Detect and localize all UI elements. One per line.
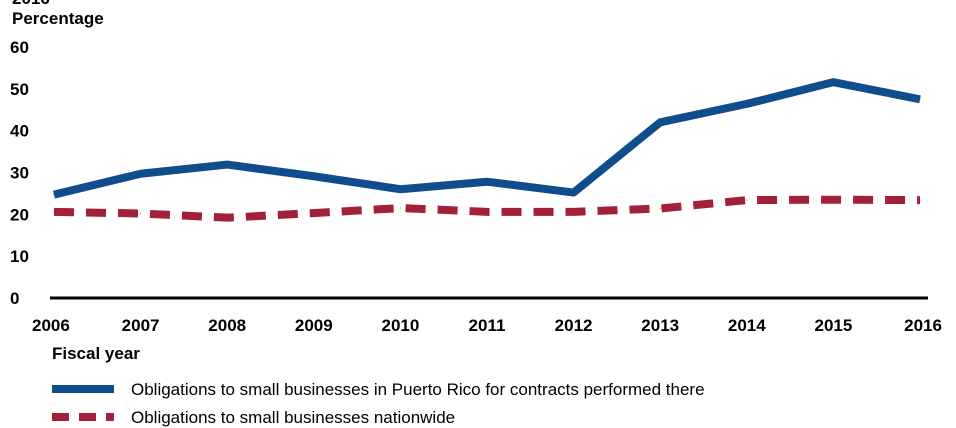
data-point [919,98,921,100]
data-point [140,173,142,175]
x-tick-label: 2011 [469,316,506,335]
y-tick-label: 50 [10,80,29,99]
data-point [746,103,748,105]
data-point [659,121,661,123]
data-point [53,211,55,213]
y-tick-label: 60 [10,38,29,57]
chart-title: 2016 [12,0,50,8]
data-point [399,188,401,190]
y-axis-title: Percentage [12,9,104,28]
data-point [919,199,921,201]
data-point [832,199,834,201]
data-point [226,164,228,166]
series-lines [53,78,921,222]
x-tick-label: 2014 [728,316,766,335]
x-tick-label: 2008 [208,316,246,335]
x-tick-label: 2006 [32,316,70,335]
x-tick-label: 2009 [295,316,333,335]
x-axis-title: Fiscal year [52,344,140,363]
y-tick-label: 10 [10,247,29,266]
data-point [573,192,575,194]
series-line-0 [53,78,921,199]
legend-label: Obligations to small businesses in Puert… [131,380,705,399]
data-point [486,181,488,183]
data-point [313,212,315,214]
y-tick-label: 20 [10,205,29,224]
x-tick-label: 2007 [122,316,160,335]
data-point [746,199,748,201]
x-tick-label: 2015 [814,316,852,335]
data-point [226,217,228,219]
x-tick-label: 2013 [641,316,679,335]
y-tick-label: 40 [10,122,29,141]
data-point [832,81,834,83]
y-tick-label: 0 [10,289,19,308]
data-point [659,207,661,209]
data-point [140,212,142,214]
x-tick-label: 2016 [904,316,942,335]
data-point [313,175,315,177]
legend-label: Obligations to small businesses nationwi… [131,408,455,427]
series-line-1 [53,195,921,222]
x-tick-label: 2010 [381,316,419,335]
x-tick-label: 2012 [555,316,593,335]
data-point [53,194,55,196]
data-point [486,211,488,213]
x-axis-ticks: 2006 2007 2008 2009 2010 2011 2012 2013 2014 2015… [32,316,942,335]
data-point [573,211,575,213]
legend: Obligations to small businesses in Puert… [52,380,705,427]
data-point [399,207,401,209]
y-axis-ticks: 0 10 20 30 40 50 60 [10,38,29,308]
y-tick-label: 30 [10,164,29,183]
